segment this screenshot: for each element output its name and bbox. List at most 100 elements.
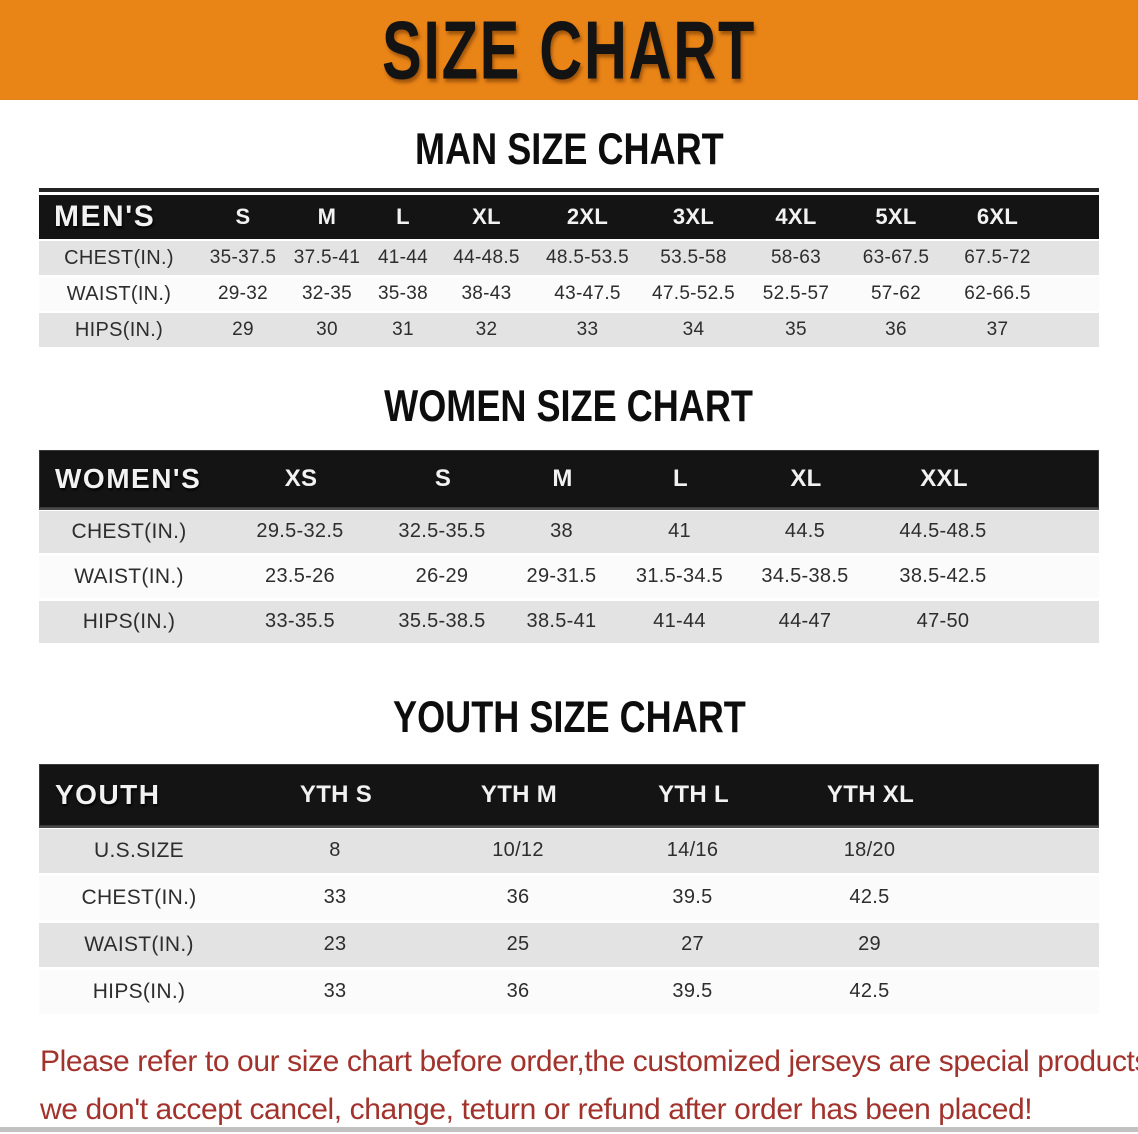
men-chest-value: 67.5-72 [964, 247, 1031, 269]
youth-hips-label: HIPS(IN.) [92, 979, 186, 1003]
women-hips-value: 33-35.5 [265, 610, 335, 633]
women-chest-value: 38 [550, 520, 573, 543]
men-chest-value: 35-37.5 [209, 247, 277, 269]
women-chest-value: 44.5 [784, 520, 826, 543]
women-chest-label: CHEST(IN.) [71, 519, 187, 543]
men-size-col-xl: XL [472, 204, 501, 230]
men-hips-value: 36 [885, 319, 907, 341]
women-waist-value: 23.5-26 [265, 565, 335, 588]
men-waist-value: 35-38 [377, 283, 429, 305]
youth-hips-value: 39.5 [672, 980, 713, 1003]
youth-hips-value: 36 [506, 980, 530, 1003]
women-size-col-xs: XS [284, 464, 318, 492]
women-chest-value: 32.5-35.5 [398, 520, 486, 543]
youth-heading-text: YOUTH SIZE CHART [392, 691, 746, 742]
banner-title: SIZE CHART [382, 3, 756, 97]
men-section-heading: MAN SIZE CHART [0, 124, 1138, 174]
women-size-col-m: M [552, 464, 573, 492]
bottom-edge-strip [0, 1127, 1138, 1132]
men-chest-value: 44-48.5 [453, 247, 520, 269]
men-hips-label: HIPS(IN.) [74, 318, 164, 341]
youth-chest-value: 33 [323, 886, 347, 909]
youth-chest-value: 42.5 [849, 886, 890, 909]
women-hips-value: 38.5-41 [526, 610, 597, 633]
men-waist-value: 32-35 [301, 283, 353, 305]
men-waist-value: 29-32 [217, 283, 269, 305]
men-waist-value: 57-62 [870, 283, 922, 305]
order-disclaimer: Please refer to our size chart before or… [40, 1038, 1138, 1134]
men-heading-text: MAN SIZE CHART [414, 124, 724, 174]
women-section-heading: WOMEN SIZE CHART [0, 382, 1138, 430]
youth-size-col-l: YTH L [658, 780, 729, 808]
youth-ussize-value: 18/20 [843, 839, 896, 862]
men-chest-value: 63-67.5 [862, 247, 930, 269]
men-chest-value: 41-44 [377, 247, 429, 269]
women-waist-label: WAIST(IN.) [74, 564, 184, 588]
men-hips-value: 37 [986, 319, 1009, 341]
youth-chest-value: 39.5 [672, 886, 713, 909]
youth-ussize-value: 8 [329, 839, 341, 862]
men-size-col-s: S [235, 204, 251, 230]
youth-chest-row: CHEST(IN.) 33 36 39.5 42.5 [39, 875, 1099, 920]
women-hips-value: 47-50 [916, 610, 970, 633]
men-hips-value: 31 [392, 319, 414, 341]
men-size-col-5xl: 5XL [875, 204, 917, 230]
women-waist-value: 26-29 [415, 565, 469, 588]
men-table-header-row: MEN'S S M L XL 2XL 3XL 4XL 5XL 6XL [39, 195, 1099, 240]
men-waist-value: 47.5-52.5 [652, 283, 735, 305]
youth-ussize-label: U.S.SIZE [94, 838, 184, 862]
disclaimer-line-2: we don't accept cancel, change, teturn o… [40, 1092, 1033, 1126]
men-waist-label: WAIST(IN.) [66, 282, 172, 305]
men-chest-value: 58-63 [770, 247, 822, 269]
youth-waist-value: 27 [681, 933, 704, 956]
women-hips-value: 35.5-38.5 [398, 610, 486, 633]
youth-table-header-row: YOUTH YTH S YTH M YTH L YTH XL [39, 763, 1099, 826]
youth-section-heading: YOUTH SIZE CHART [0, 691, 1138, 742]
youth-size-table: YOUTH YTH S YTH M YTH L YTH XL U.S.SIZE … [39, 763, 1099, 1014]
youth-size-col-m: YTH M [480, 780, 558, 808]
youth-size-col-s: YTH S [299, 780, 373, 808]
youth-ussize-row: U.S.SIZE 8 10/12 14/16 18/20 [39, 828, 1099, 873]
women-chest-value: 29.5-32.5 [256, 520, 344, 543]
women-size-col-xl: XL [790, 464, 822, 492]
men-chest-label: CHEST(IN.) [64, 246, 174, 269]
youth-hips-value: 33 [323, 980, 347, 1003]
youth-ussize-value: 10/12 [492, 839, 544, 862]
women-waist-value: 34.5-38.5 [761, 565, 849, 588]
size-chart-banner: SIZE CHART [0, 0, 1138, 100]
disclaimer-line-1: Please refer to our size chart before or… [40, 1044, 1138, 1078]
women-table-header-row: WOMEN'S XS S M L XL XXL [39, 449, 1099, 508]
women-chest-value: 41 [668, 520, 691, 543]
men-size-col-3xl: 3XL [672, 204, 715, 230]
men-size-col-l: L [396, 204, 410, 230]
men-hips-value: 29 [232, 319, 254, 341]
men-size-col-m: M [317, 204, 337, 230]
men-hips-value: 32 [475, 319, 498, 341]
women-size-col-l: L [673, 464, 688, 492]
men-hips-value: 30 [316, 319, 338, 341]
women-chest-row: CHEST(IN.) 29.5-32.5 32.5-35.5 38 41 44.… [39, 510, 1099, 553]
women-chest-value: 44.5-48.5 [899, 520, 987, 543]
women-size-col-xxl: XXL [920, 464, 968, 492]
men-chest-value: 48.5-53.5 [546, 247, 629, 269]
women-hips-label: HIPS(IN.) [82, 609, 176, 633]
men-hips-value: 35 [785, 319, 807, 341]
youth-hips-value: 42.5 [849, 980, 890, 1003]
women-size-col-s: S [434, 464, 452, 492]
women-waist-value: 29-31.5 [526, 565, 597, 588]
men-waist-row: WAIST(IN.) 29-32 32-35 35-38 38-43 43-47… [39, 277, 1099, 312]
youth-size-col-xl: YTH XL [826, 780, 915, 808]
women-waist-row: WAIST(IN.) 23.5-26 26-29 29-31.5 31.5-34… [39, 555, 1099, 598]
men-chest-value: 37.5-41 [293, 247, 361, 269]
men-waist-value: 62-66.5 [964, 283, 1031, 305]
men-size-col-6xl: 6XL [976, 204, 1019, 230]
men-corner-label: MEN'S [54, 200, 156, 234]
youth-ussize-value: 14/16 [666, 839, 719, 862]
youth-chest-label: CHEST(IN.) [81, 885, 197, 909]
youth-hips-row: HIPS(IN.) 33 36 39.5 42.5 [39, 969, 1099, 1014]
men-waist-value: 43-47.5 [554, 283, 621, 305]
men-size-col-4xl: 4XL [775, 204, 817, 230]
women-hips-value: 44-47 [778, 610, 832, 633]
women-corner-label: WOMEN'S [55, 462, 202, 494]
men-size-col-2xl: 2XL [566, 204, 609, 230]
